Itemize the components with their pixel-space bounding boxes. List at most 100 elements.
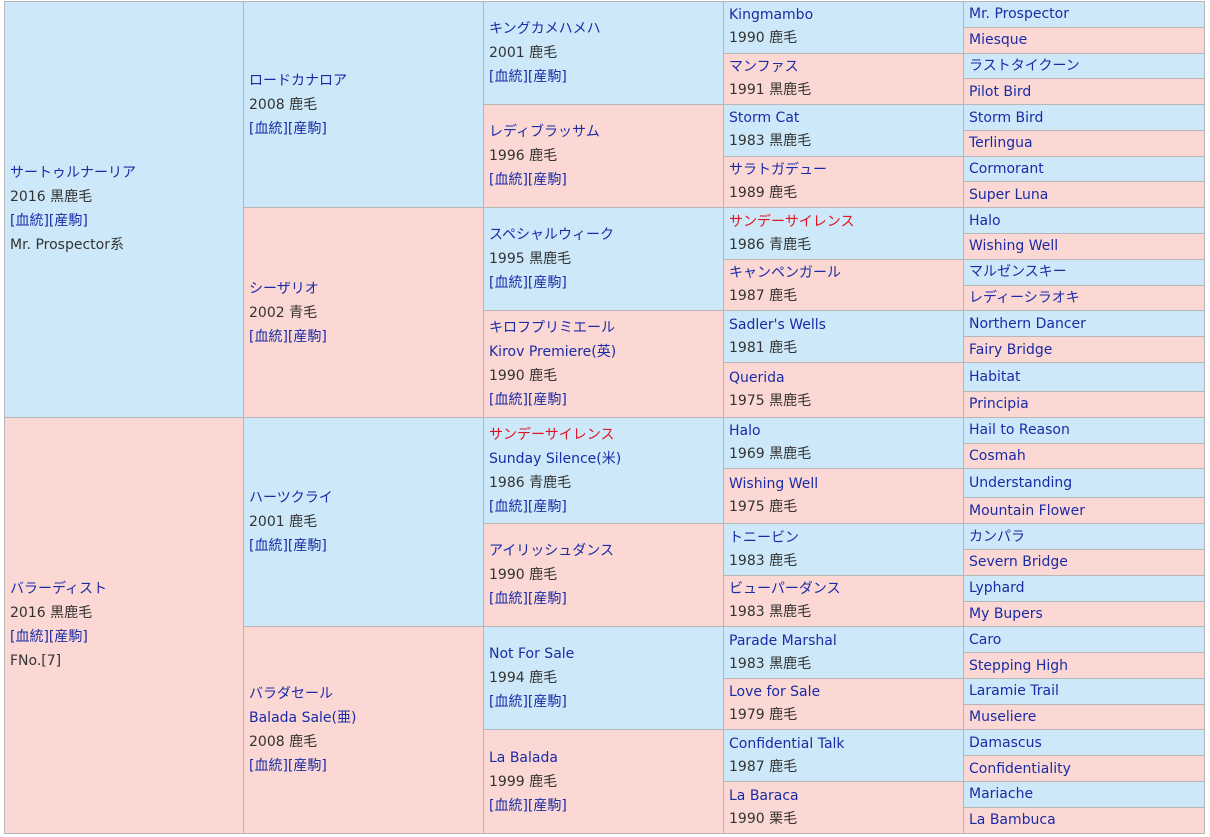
horse-name-link[interactable]: Museliere [969, 709, 1037, 726]
horse-name-link[interactable]: Understanding [969, 475, 1073, 492]
horse-name-link[interactable]: Stepping High [969, 657, 1069, 674]
horse-birth-color: 1996 鹿毛 [489, 148, 558, 165]
horse-name-link[interactable]: My Bupers [969, 605, 1043, 622]
horse-name-link[interactable]: トニービン [729, 529, 799, 546]
horse-name-link[interactable]: Storm Cat [729, 110, 800, 127]
pedigree-progeny-links[interactable]: [血統][産駒] [489, 172, 567, 189]
pedigree-cell-gen4: マンファス 1991 黒鹿毛 [723, 52, 964, 106]
horse-name-link[interactable]: サラトガデュー [729, 161, 827, 178]
pedigree-progeny-links[interactable]: [血統][産駒] [489, 797, 567, 814]
horse-name-link[interactable]: Mountain Flower [969, 502, 1085, 519]
pedigree-row: Super Luna [5, 181, 1205, 209]
pedigree-progeny-links[interactable]: [血統][産駒] [489, 591, 567, 608]
pedigree-row: レディーシラオキ [5, 284, 1205, 312]
horse-name-link[interactable]: La Balada [489, 749, 558, 766]
pedigree-progeny-links[interactable]: [血統][産駒] [249, 758, 327, 775]
pedigree-progeny-links[interactable]: [血統][産駒] [249, 328, 327, 345]
horse-name-link[interactable]: Habitat [969, 368, 1021, 385]
horse-name-link[interactable]: Super Luna [969, 186, 1049, 203]
horse-name-link[interactable]: シーザリオ [249, 280, 319, 297]
horse-name-link[interactable]: ラストタイクーン [969, 57, 1080, 74]
horse-name-link[interactable]: Mariache [969, 786, 1034, 803]
horse-name-link[interactable]: Terlingua [969, 135, 1033, 152]
horse-name-link[interactable]: Miesque [969, 32, 1028, 49]
horse-name-link[interactable]: Confidentiality [969, 760, 1071, 777]
horse-name-link[interactable]: ロードカナロア [249, 72, 347, 89]
pedigree-cell-gen2: バラダセール Balada Sale(亜) 2008 鹿毛 [血統][産駒] [243, 626, 484, 834]
horse-name-link[interactable]: Northern Dancer [969, 315, 1086, 332]
horse-name-link[interactable]: Principia [969, 396, 1029, 413]
horse-name-link[interactable]: Wishing Well [969, 238, 1059, 255]
horse-name-link[interactable]: Mr. Prospector [969, 6, 1069, 23]
horse-name-link[interactable]: レディーシラオキ [969, 289, 1080, 306]
horse-name-link[interactable]: Storm Bird [969, 109, 1044, 126]
horse-name-link[interactable]: Halo [969, 212, 1001, 229]
horse-foreign-name-link[interactable]: Kirov Premiere(英) [489, 344, 617, 361]
pedigree-cell-gen5: カンパラ [963, 523, 1205, 550]
horse-foreign-name-link[interactable]: Sunday Silence(米) [489, 450, 622, 467]
pedigree-cell-gen4: サンデーサイレンス 1986 青鹿毛 [723, 207, 964, 260]
horse-name-link[interactable]: サートゥルナーリア [10, 165, 136, 182]
horse-birth-color: 1989 鹿毛 [729, 184, 798, 201]
horse-name-link[interactable]: サンデーサイレンス [489, 426, 615, 443]
horse-name-link[interactable]: ハーツクライ [249, 490, 333, 507]
horse-name-link[interactable]: Sadler's Wells [729, 316, 826, 333]
pedigree-progeny-links[interactable]: [血統][産駒] [249, 120, 327, 137]
horse-name-link[interactable]: Halo [729, 423, 761, 440]
horse-name-link[interactable]: バラダセール [249, 686, 333, 703]
pedigree-progeny-links[interactable]: [血統][産駒] [10, 629, 88, 646]
horse-name-link[interactable]: Cosmah [969, 447, 1026, 464]
horse-name-link[interactable]: Kingmambo [729, 7, 814, 24]
horse-name-link[interactable]: サンデーサイレンス [729, 213, 855, 230]
horse-name-link[interactable]: Wishing Well [729, 476, 819, 493]
horse-name-link[interactable]: Damascus [969, 734, 1042, 751]
horse-name-link[interactable]: Confidential Talk [729, 735, 845, 752]
horse-name-link[interactable]: スペシャルウィーク [489, 227, 615, 244]
horse-name-link[interactable]: キロフプリミエール [489, 320, 615, 337]
horse-name-link[interactable]: Love for Sale [729, 684, 821, 701]
horse-name-link[interactable]: Fairy Bridge [969, 341, 1053, 358]
pedigree-row: アイリッシュダンス 1990 鹿毛 [血統][産駒] トニービン 1983 鹿毛 カンパラ [5, 523, 1205, 628]
horse-name-link[interactable]: La Baraca [729, 787, 799, 804]
pedigree-cell-gen2: シーザリオ 2002 青毛 [血統][産駒] [243, 207, 484, 418]
horse-name-link[interactable]: Lyphard [969, 580, 1025, 597]
horse-name-link[interactable]: マルゼンスキー [969, 264, 1067, 281]
horse-name-link[interactable]: Hail to Reason [969, 422, 1070, 439]
horse-name-link[interactable]: La Bambuca [969, 812, 1056, 829]
horse-name-link[interactable]: キングカメハメハ [489, 21, 601, 38]
horse-name-link[interactable]: キャンペンガール [729, 265, 841, 282]
pedigree-row: Wishing Well [5, 233, 1205, 260]
horse-name-link[interactable]: レディブラッサム [489, 124, 600, 141]
pedigree-row: Love for Sale 1979 鹿毛 Laramie Trail [5, 677, 1205, 731]
horse-name-link[interactable]: Caro [969, 631, 1002, 648]
horse-name-link[interactable]: マンファス [729, 58, 799, 75]
pedigree-cell-gen5: Fairy Bridge [963, 336, 1205, 363]
horse-name-link[interactable]: アイリッシュダンス [489, 543, 615, 560]
horse-name-link[interactable]: Severn Bridge [969, 554, 1068, 571]
pedigree-cell-gen5: Cormorant [963, 155, 1205, 183]
pedigree-progeny-links[interactable]: [血統][産駒] [489, 392, 567, 409]
pedigree-cell-gen2: ハーツクライ 2001 鹿毛 [血統][産駒] [243, 416, 484, 628]
horse-name-link[interactable]: カンパラ [969, 528, 1025, 545]
pedigree-cell-gen5: マルゼンスキー [963, 258, 1205, 286]
pedigree-cell-gen5: Confidentiality [963, 755, 1205, 783]
horse-name-link[interactable]: ビューパーダンス [729, 581, 841, 598]
pedigree-cell-gen5: Museliere [963, 703, 1205, 731]
horse-name-link[interactable]: Laramie Trail [969, 683, 1059, 700]
horse-foreign-name-link[interactable]: Balada Sale(亜) [249, 710, 357, 727]
pedigree-progeny-links[interactable]: [血統][産駒] [489, 498, 567, 515]
pedigree-cell-gen2: ロードカナロア 2008 鹿毛 [血統][産駒] [243, 0, 484, 209]
horse-name-link[interactable]: Querida [729, 369, 785, 386]
pedigree-progeny-links[interactable]: [血統][産駒] [489, 275, 567, 292]
horse-name-link[interactable]: Cormorant [969, 161, 1044, 178]
pedigree-progeny-links[interactable]: [血統][産駒] [489, 69, 567, 86]
pedigree-progeny-links[interactable]: [血統][産駒] [10, 213, 88, 230]
horse-name-link[interactable]: Parade Marshal [729, 632, 837, 649]
pedigree-progeny-links[interactable]: [血統][産駒] [489, 694, 567, 711]
pedigree-progeny-links[interactable]: [血統][産駒] [249, 538, 327, 555]
horse-name-link[interactable]: バラーディスト [10, 581, 108, 598]
horse-birth-color: 1990 鹿毛 [729, 30, 798, 47]
horse-name-link[interactable]: Not For Sale [489, 646, 575, 663]
pedigree-cell-gen3: キングカメハメハ 2001 鹿毛 [血統][産駒] [483, 0, 724, 106]
horse-name-link[interactable]: Pilot Bird [969, 83, 1032, 100]
